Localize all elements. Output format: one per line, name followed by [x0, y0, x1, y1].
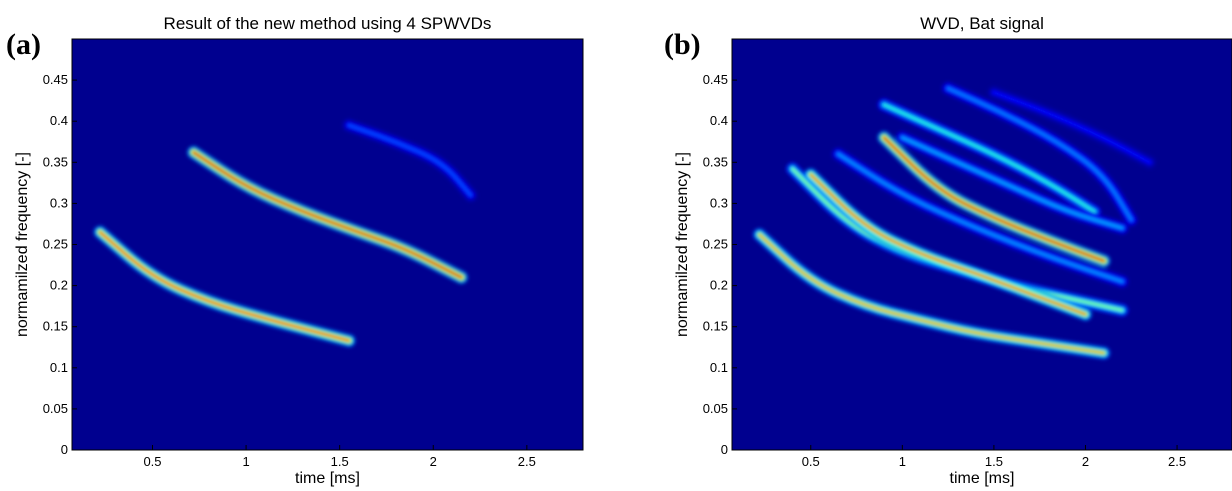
x-tick-label: 2	[1082, 454, 1089, 469]
y-tick-label: 0.05	[43, 401, 68, 416]
panel-letter-b: (b)	[664, 28, 701, 61]
chart-panel-b: (b) 0.5 1 1.5 2 2.5 0 0.05 0.1 0.15 0.2 0.25 0.3 0.3…	[616, 0, 1232, 491]
y-tick-label: 0.3	[710, 195, 728, 210]
ridge-2-layer-3	[809, 173, 1087, 316]
y-tick-label: 0	[61, 442, 68, 457]
y-tick-label: 0.25	[703, 237, 728, 252]
x-tick-label: 2.5	[1168, 454, 1186, 469]
chart-title: WVD, Bat signal	[920, 14, 1044, 33]
y-tick-label: 0.35	[43, 154, 68, 169]
ridge-4-layer-3	[837, 152, 1124, 283]
ridge-7-layer-3	[947, 87, 1133, 221]
y-tick-label: 0.15	[43, 319, 68, 334]
y-axis-label: normamilzed frequency [-]	[14, 152, 31, 337]
ridge-6-layer-3	[901, 136, 1124, 230]
x-tick-label: 2.5	[518, 454, 536, 469]
chart-title: Result of the new method using 4 SPWVDs	[164, 14, 492, 33]
chart-panel-a: (a) 0.5 1 1.5 2 2.5 0 0.05 0.1 0.15 0.2 0.25 0.3 0.3…	[6, 14, 584, 487]
y-tick-label: 0.1	[710, 360, 728, 375]
chart-svg: 0.5 1 1.5 2 2.5 0 0.05 0.1 0.15 0.2 0.25 0.3 0.35 0.4…	[674, 14, 1232, 487]
x-tick-label: 0.5	[143, 454, 161, 469]
x-tick-label: 0.5	[802, 454, 820, 469]
ridge-3-layer-3	[882, 136, 1105, 263]
chart-svg: 0.5 1 1.5 2 2.5 0 0.05 0.1 0.15 0.2 0.25 0.3 0.35 0.4…	[14, 14, 584, 487]
y-tick-label: 0.4	[710, 113, 728, 128]
x-axis-label: time [ms]	[950, 470, 1015, 487]
y-tick-label: 0.05	[703, 401, 728, 416]
ridge-8-layer-3	[992, 91, 1151, 164]
y-tick-label: 0.35	[703, 154, 728, 169]
x-tick-label: 1	[899, 454, 906, 469]
y-tick-label: 0.45	[43, 72, 68, 87]
y-tick-label: 0.25	[43, 237, 68, 252]
y-tick-label: 0.2	[710, 278, 728, 293]
ridge-0-layer-3	[98, 231, 351, 342]
y-tick-label: 0.45	[703, 72, 728, 87]
panel-letter-a: (a)	[6, 28, 41, 61]
x-tick-label: 1.5	[985, 454, 1003, 469]
y-tick-label: 0	[721, 442, 728, 457]
y-tick-label: 0.2	[50, 278, 68, 293]
x-tick-label: 2	[430, 454, 437, 469]
ridge-0-layer-3	[758, 233, 1105, 355]
y-tick-label: 0.15	[703, 319, 728, 334]
y-tick-label: 0.4	[50, 113, 68, 128]
x-tick-label: 1	[242, 454, 249, 469]
y-axis-label: normamilzed frequency [-]	[674, 152, 691, 337]
x-tick-label: 1.5	[331, 454, 349, 469]
ridge-5-layer-3	[882, 103, 1096, 213]
y-tick-label: 0.1	[50, 360, 68, 375]
x-axis-label: time [ms]	[295, 470, 360, 487]
ridge-1-layer-3	[192, 151, 463, 279]
y-tick-label: 0.3	[50, 195, 68, 210]
plot-background	[72, 39, 583, 450]
ridge-2-layer-3	[347, 124, 472, 197]
